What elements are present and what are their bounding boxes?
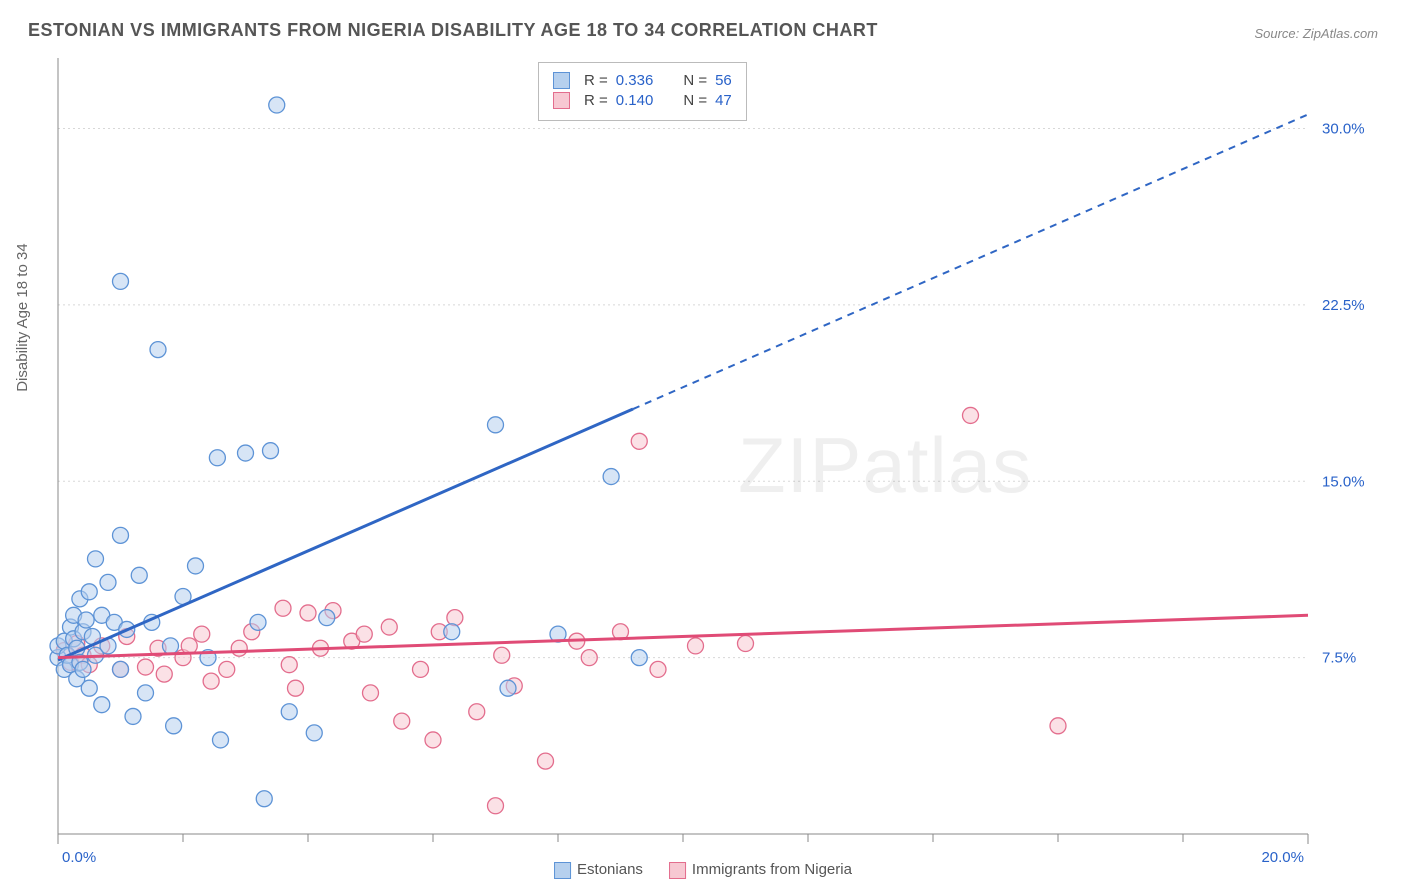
scatter-point <box>100 574 116 590</box>
scatter-point <box>138 685 154 701</box>
scatter-point <box>78 612 94 628</box>
scatter-point <box>281 704 297 720</box>
chart-area: Disability Age 18 to 34 ZIPatlas 7.5%15.… <box>18 50 1388 882</box>
scatter-point <box>81 584 97 600</box>
scatter-point <box>538 753 554 769</box>
scatter-point <box>113 527 129 543</box>
scatter-point <box>494 647 510 663</box>
scatter-point <box>603 469 619 485</box>
scatter-point <box>203 673 219 689</box>
scatter-point <box>231 640 247 656</box>
y-tick-label: 30.0% <box>1322 121 1365 138</box>
trend-line-extrapolated <box>633 114 1308 409</box>
chart-title: ESTONIAN VS IMMIGRANTS FROM NIGERIA DISA… <box>28 20 878 41</box>
legend-swatch <box>669 862 686 879</box>
scatter-point <box>688 638 704 654</box>
scatter-point <box>213 732 229 748</box>
r-value: 0.336 <box>616 72 654 89</box>
scatter-point <box>156 666 172 682</box>
x-tick-label: 20.0% <box>1261 849 1304 866</box>
scatter-point <box>263 443 279 459</box>
scatter-point <box>250 614 266 630</box>
scatter-point <box>356 626 372 642</box>
scatter-point <box>363 685 379 701</box>
scatter-point <box>256 791 272 807</box>
scatter-point <box>425 732 441 748</box>
n-label: N = <box>683 72 707 89</box>
legend-item: Immigrants from Nigeria <box>669 861 852 879</box>
chart-source: Source: ZipAtlas.com <box>1254 26 1378 41</box>
scatter-point <box>306 725 322 741</box>
scatter-point <box>275 600 291 616</box>
scatter-point <box>500 680 516 696</box>
scatter-point <box>113 273 129 289</box>
scatter-point <box>631 433 647 449</box>
r-value: 0.140 <box>616 92 654 109</box>
scatter-point <box>394 713 410 729</box>
y-tick-label: 15.0% <box>1322 473 1365 490</box>
scatter-point <box>238 445 254 461</box>
legend-label: Immigrants from Nigeria <box>692 861 852 878</box>
legend-swatch <box>554 862 571 879</box>
series-legend: Estonians Immigrants from Nigeria <box>554 861 852 879</box>
y-axis-label: Disability Age 18 to 34 <box>14 243 31 391</box>
scatter-point <box>194 626 210 642</box>
scatter-point <box>469 704 485 720</box>
stats-legend: R = 0.336 N = 56 R = 0.140 N = 47 <box>538 62 747 121</box>
scatter-point <box>738 636 754 652</box>
scatter-point <box>488 417 504 433</box>
scatter-point <box>150 342 166 358</box>
scatter-point <box>219 661 235 677</box>
r-label: R = <box>584 92 608 109</box>
scatter-point <box>488 798 504 814</box>
n-label: N = <box>683 92 707 109</box>
scatter-point <box>444 624 460 640</box>
stats-legend-row: R = 0.140 N = 47 <box>553 92 732 109</box>
legend-swatch <box>553 92 570 109</box>
legend-item: Estonians <box>554 861 643 879</box>
legend-swatch <box>553 72 570 89</box>
scatter-point <box>381 619 397 635</box>
scatter-point <box>163 638 179 654</box>
y-tick-label: 22.5% <box>1322 297 1365 314</box>
scatter-point <box>269 97 285 113</box>
scatter-point <box>138 659 154 675</box>
scatter-point <box>300 605 316 621</box>
scatter-point <box>113 661 129 677</box>
scatter-point <box>1050 718 1066 734</box>
scatter-point <box>281 657 297 673</box>
scatter-point <box>188 558 204 574</box>
scatter-point <box>581 650 597 666</box>
y-tick-label: 7.5% <box>1322 650 1356 667</box>
x-tick-label: 0.0% <box>62 849 96 866</box>
n-value: 56 <box>715 72 732 89</box>
scatter-point <box>181 638 197 654</box>
scatter-point <box>631 650 647 666</box>
r-label: R = <box>584 72 608 89</box>
scatter-point <box>209 450 225 466</box>
scatter-point <box>131 567 147 583</box>
scatter-point <box>650 661 666 677</box>
scatter-point <box>963 407 979 423</box>
scatter-point <box>94 697 110 713</box>
scatter-point <box>166 718 182 734</box>
legend-label: Estonians <box>577 861 643 878</box>
scatter-point <box>75 661 91 677</box>
scatter-point <box>319 610 335 626</box>
scatter-point <box>447 610 463 626</box>
scatter-point <box>81 680 97 696</box>
scatter-point <box>288 680 304 696</box>
stats-legend-row: R = 0.336 N = 56 <box>553 72 732 89</box>
scatter-point <box>88 551 104 567</box>
scatter-chart: 7.5% 15.0% 22.5% 30.0% 0.0% 20.0% <box>18 50 1388 882</box>
n-value: 47 <box>715 92 732 109</box>
trend-line <box>58 409 633 660</box>
scatter-point <box>125 708 141 724</box>
scatter-point <box>413 661 429 677</box>
